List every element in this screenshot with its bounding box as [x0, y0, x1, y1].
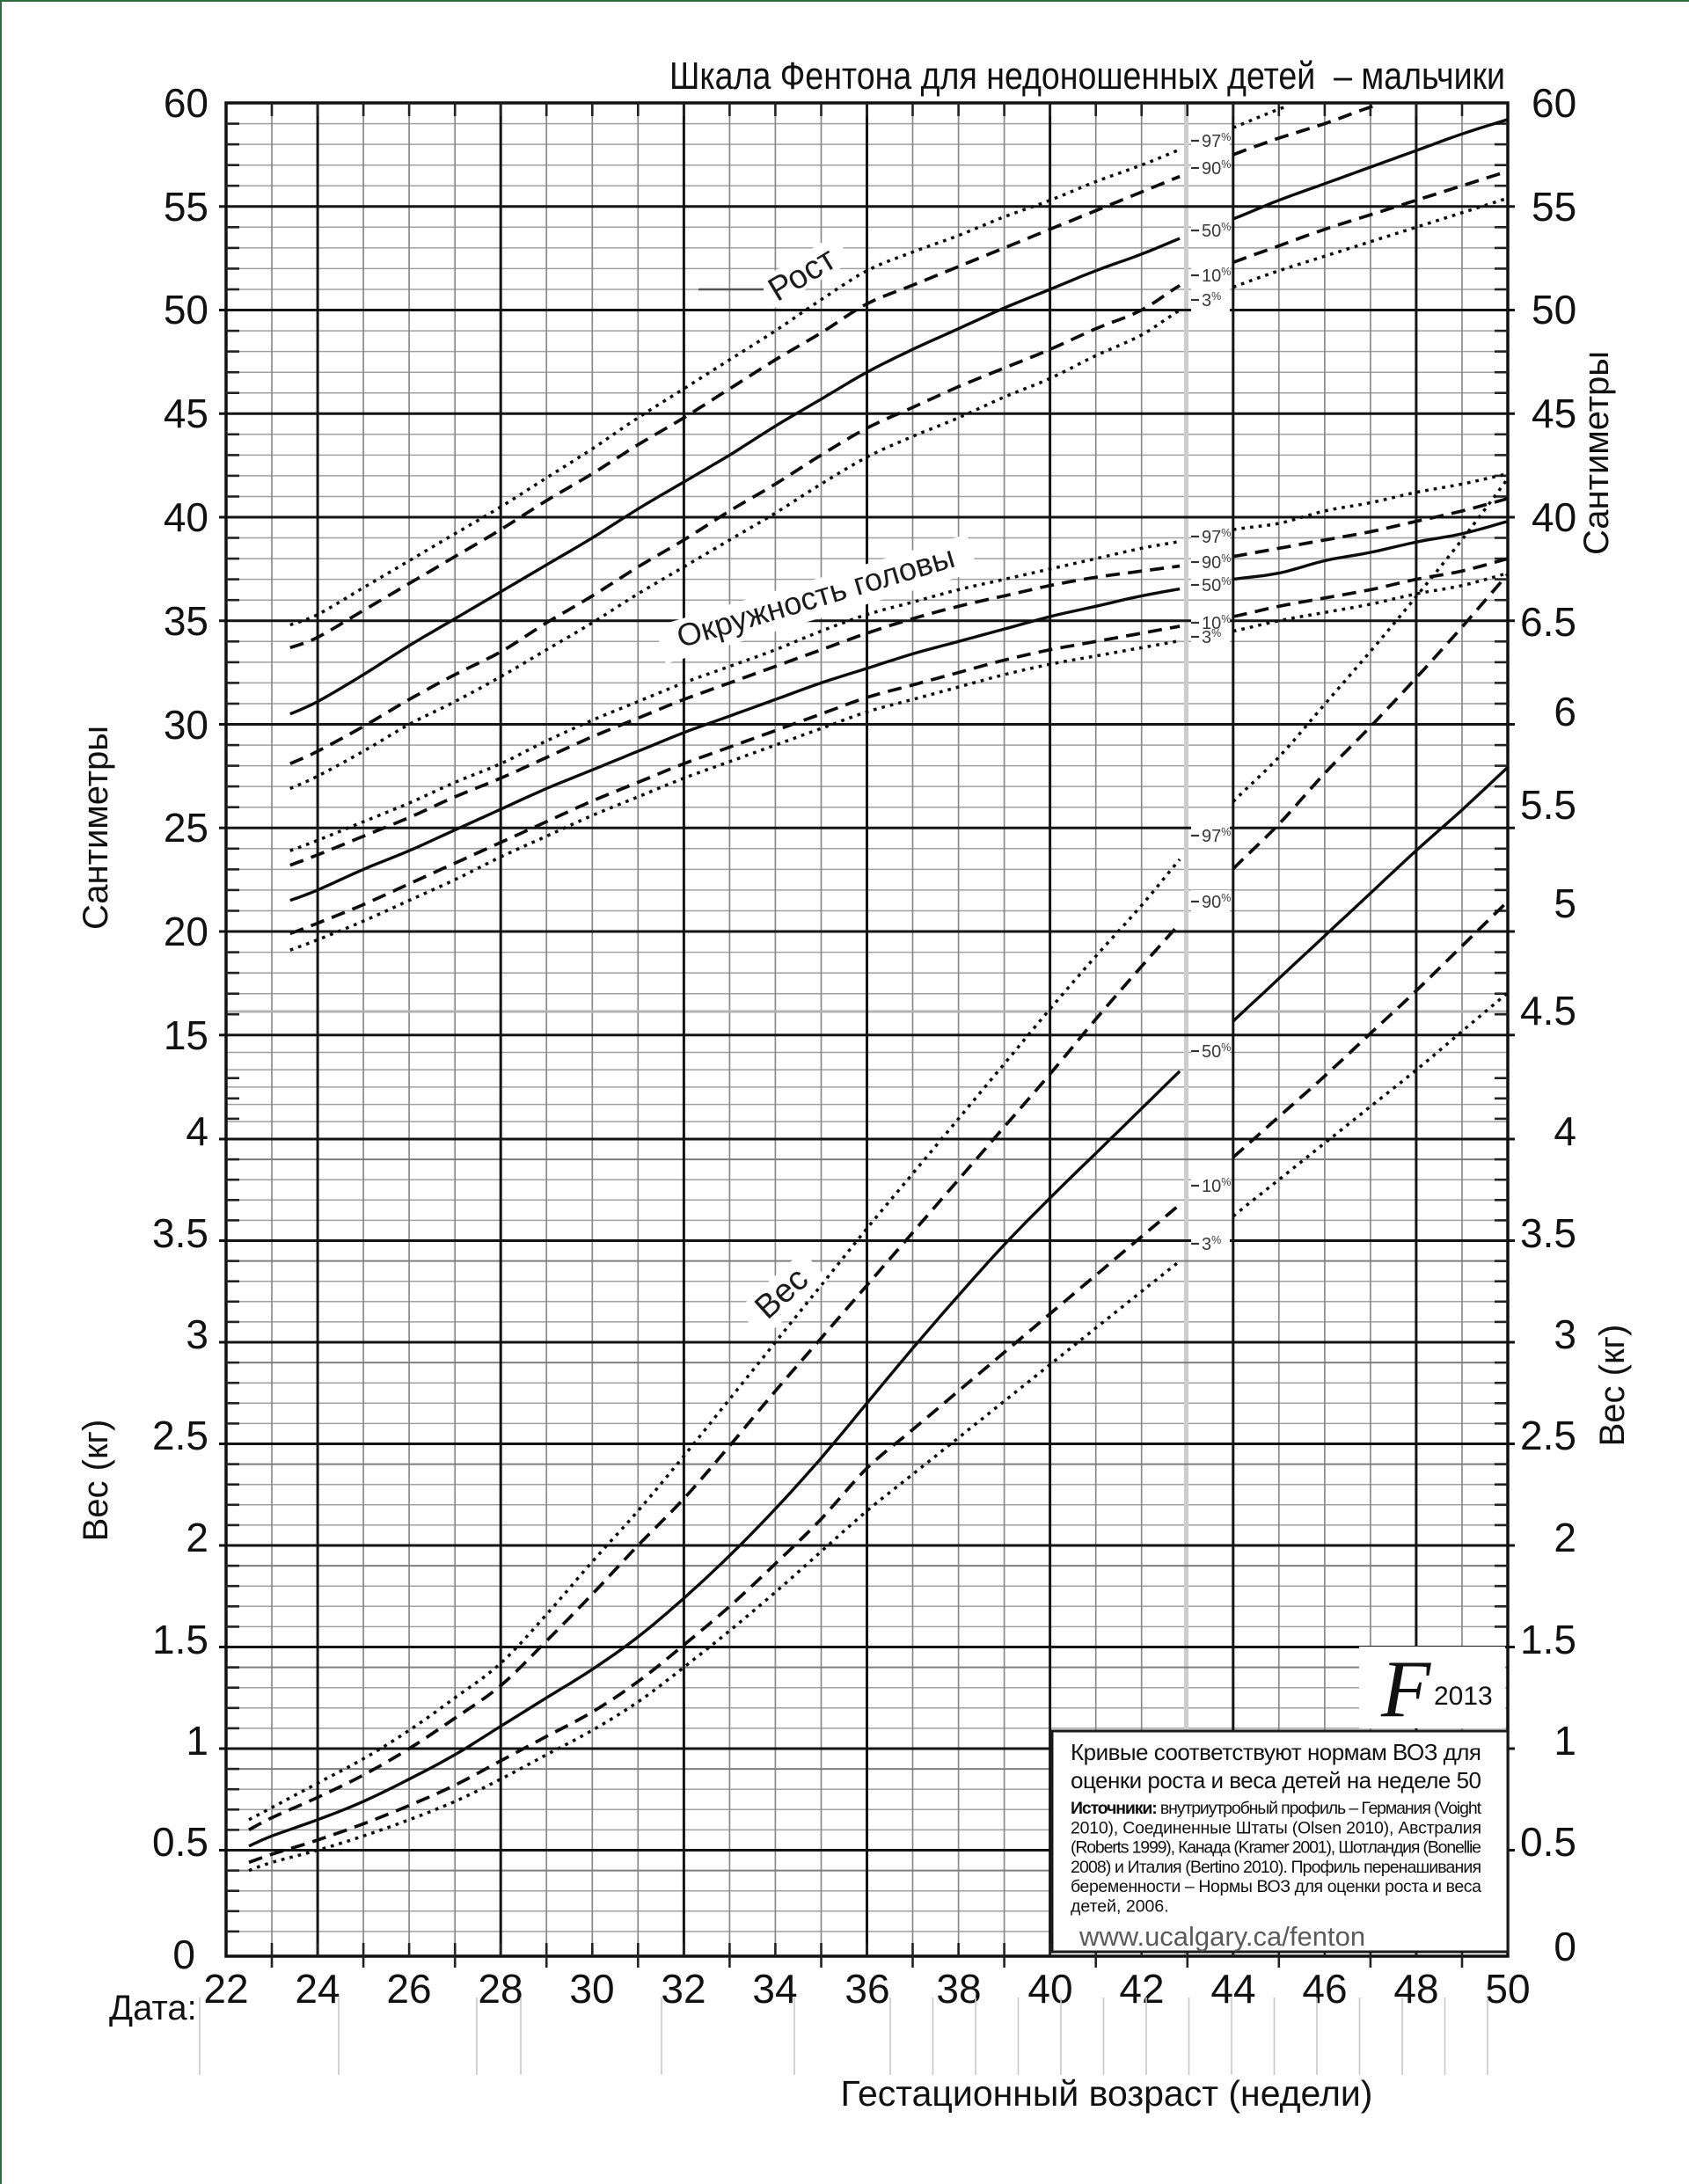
- svg-text:6: 6: [1554, 689, 1576, 734]
- svg-text:оценки роста и веса детей на н: оценки роста и веса детей на неделе 50: [1071, 1767, 1481, 1793]
- svg-text:2010), Соединенные Штаты (Olse: 2010), Соединенные Штаты (Olsen 2010), А…: [1071, 1818, 1481, 1837]
- svg-text:Шкала Фентона для недоношенных: Шкала Фентона для недоношенных детей – м…: [669, 55, 1505, 98]
- svg-text:4.5: 4.5: [1520, 988, 1576, 1034]
- svg-text:55: 55: [164, 184, 208, 230]
- svg-text:Вес (кг): Вес (кг): [1593, 1325, 1632, 1447]
- svg-text:22: 22: [203, 1966, 248, 2012]
- svg-text:30: 30: [569, 1966, 614, 2012]
- svg-text:28: 28: [478, 1966, 523, 2012]
- svg-text:Кривые соответствуют нормам ВО: Кривые соответствуют нормам ВОЗ для: [1071, 1739, 1481, 1765]
- svg-text:2008) и Италия (Bertino 2010).: 2008) и Италия (Bertino 2010). Профиль п…: [1071, 1858, 1481, 1877]
- svg-text:5.5: 5.5: [1520, 782, 1576, 828]
- svg-text:38: 38: [936, 1966, 981, 2012]
- svg-text:5: 5: [1554, 880, 1576, 926]
- svg-text:3: 3: [186, 1311, 208, 1357]
- svg-text:Вес (кг): Вес (кг): [77, 1420, 115, 1542]
- svg-text:1: 1: [186, 1718, 208, 1764]
- svg-text:40: 40: [1532, 494, 1576, 540]
- svg-text:детей, 2006.: детей, 2006.: [1071, 1897, 1169, 1917]
- svg-text:20: 20: [164, 909, 208, 954]
- svg-text:Дата:: Дата:: [109, 1989, 197, 2027]
- svg-text:1: 1: [1554, 1718, 1576, 1764]
- svg-text:4: 4: [1554, 1108, 1576, 1154]
- svg-text:Сантиметры: Сантиметры: [77, 726, 115, 930]
- svg-text:2.5: 2.5: [152, 1413, 208, 1458]
- svg-text:32: 32: [661, 1966, 706, 2012]
- svg-text:46: 46: [1302, 1966, 1347, 2012]
- svg-text:15: 15: [164, 1012, 208, 1058]
- svg-text:44: 44: [1210, 1966, 1255, 2012]
- svg-text:2.5: 2.5: [1520, 1413, 1576, 1458]
- svg-text:24: 24: [295, 1966, 340, 2012]
- svg-text:www.ucalgary.ca/fenton: www.ucalgary.ca/fenton: [1078, 1921, 1365, 1952]
- svg-text:2: 2: [186, 1515, 208, 1560]
- svg-text:35: 35: [164, 598, 208, 644]
- svg-text:36: 36: [844, 1966, 889, 2012]
- svg-text:Гестационный возраст (недели): Гестационный возраст (недели): [841, 2073, 1373, 2114]
- svg-text:1.5: 1.5: [1520, 1617, 1576, 1662]
- svg-text:40: 40: [1027, 1966, 1072, 2012]
- svg-text:3: 3: [1554, 1311, 1576, 1357]
- svg-text:F: F: [1380, 1644, 1431, 1734]
- svg-text:3.5: 3.5: [152, 1210, 208, 1256]
- svg-text:4: 4: [186, 1108, 208, 1154]
- svg-text:50: 50: [1532, 287, 1576, 332]
- svg-text:2013: 2013: [1434, 1682, 1493, 1711]
- svg-text:60: 60: [1532, 80, 1576, 126]
- svg-text:0.5: 0.5: [1520, 1819, 1576, 1865]
- svg-text:беременности – Нормы ВОЗ для о: беременности – Нормы ВОЗ для оценки рост…: [1071, 1877, 1481, 1896]
- svg-text:50: 50: [164, 287, 208, 332]
- svg-text:50: 50: [1485, 1966, 1530, 2012]
- svg-text:48: 48: [1393, 1966, 1438, 2012]
- svg-text:60: 60: [164, 80, 208, 126]
- svg-text:0.5: 0.5: [152, 1819, 208, 1865]
- svg-text:34: 34: [752, 1966, 797, 2012]
- svg-text:3.5: 3.5: [1520, 1210, 1576, 1256]
- svg-text:(Roberts 1999), Канада (Kramer: (Roberts 1999), Канада (Kramer 2001), Шо…: [1071, 1838, 1481, 1858]
- svg-text:25: 25: [164, 805, 208, 851]
- svg-text:40: 40: [164, 494, 208, 540]
- svg-text:45: 45: [1532, 391, 1576, 436]
- svg-text:55: 55: [1532, 184, 1576, 230]
- svg-text:42: 42: [1119, 1966, 1164, 2012]
- svg-text:6.5: 6.5: [1520, 599, 1576, 645]
- svg-text:30: 30: [164, 702, 208, 748]
- svg-text:45: 45: [164, 391, 208, 436]
- svg-text:0: 0: [1554, 1924, 1576, 1969]
- svg-text:Источники: внутриутробный проф: Источники: внутриутробный профиль – Герм…: [1071, 1799, 1482, 1818]
- svg-text:1.5: 1.5: [152, 1617, 208, 1662]
- svg-text:2: 2: [1554, 1515, 1576, 1560]
- svg-text:0: 0: [172, 1932, 195, 1977]
- svg-text:Сантиметры: Сантиметры: [1577, 351, 1616, 555]
- svg-text:26: 26: [386, 1966, 431, 2012]
